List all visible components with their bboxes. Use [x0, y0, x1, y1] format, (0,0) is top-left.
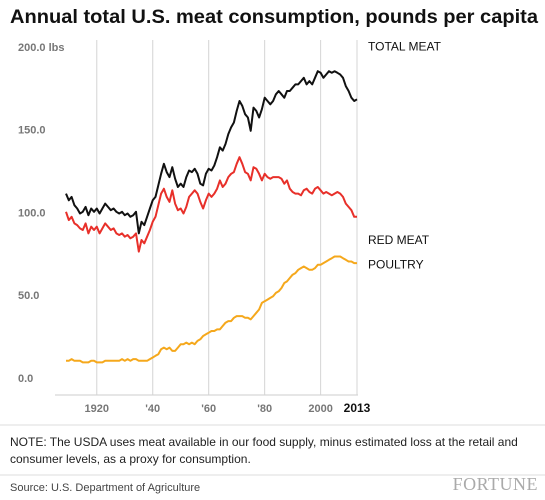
y-tick-label: 0.0: [18, 373, 33, 385]
series-label: RED MEAT: [368, 233, 430, 247]
x-tick-label: 1920: [85, 403, 109, 415]
series-line: [65, 156, 357, 253]
x-tick-label: '40: [145, 403, 160, 415]
y-tick-label: 150.0: [18, 125, 46, 137]
note-line: consumer levels, as a proxy for consumpt…: [10, 452, 251, 466]
series-label: TOTAL MEAT: [368, 39, 442, 53]
y-tick-label: 100.0: [18, 207, 46, 219]
brand-logo: FORTUNE: [453, 474, 538, 494]
y-tick-label: 50.0: [18, 290, 39, 302]
x-tick-label: '80: [257, 403, 272, 415]
x-tick-label: 2000: [308, 403, 332, 415]
series-line: [65, 70, 358, 235]
y-tick-label: 200.0 lbs: [18, 42, 64, 54]
chart-title: Annual total U.S. meat consumption, poun…: [10, 7, 538, 28]
series-line: [66, 255, 357, 364]
series-label: POULTRY: [368, 257, 424, 271]
note-line: NOTE: The USDA uses meat available in ou…: [10, 435, 518, 449]
x-tick-label: '60: [201, 403, 216, 415]
x-tick-label: 2013: [344, 401, 371, 415]
source: Source: U.S. Department of Agriculture: [10, 482, 200, 494]
